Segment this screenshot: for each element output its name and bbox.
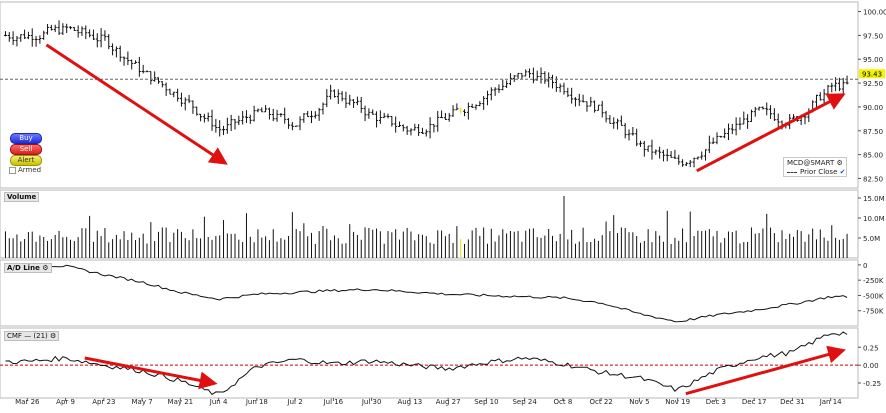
- ad-line-panel-title: A/D Line ⚙: [4, 263, 52, 273]
- x-tick-label: Jul 16: [323, 398, 344, 406]
- trend-arrow: [45, 43, 228, 165]
- last-price-label-bg: [859, 69, 885, 79]
- price-y-tick-label: 82.50: [863, 175, 883, 183]
- x-tick-label: Sep 24: [512, 398, 537, 406]
- cmf-panel-frame: [0, 327, 859, 399]
- x-tick-label: Apr 9: [56, 398, 75, 406]
- x-tick-label: Oct 8: [553, 398, 572, 406]
- x-tick-label: Dec 31: [780, 398, 805, 406]
- x-tick-label: Jul 30: [361, 398, 382, 406]
- buy-button[interactable]: Buy: [10, 133, 42, 144]
- cmf-y-tick-label: -0.25: [863, 380, 881, 388]
- checkmark-icon[interactable]: ✔: [839, 168, 846, 176]
- x-tick-label: May 7: [132, 398, 153, 406]
- legend-prior-close: Prior Close: [800, 168, 838, 176]
- legend-symbol-row: MCD@SMART ⚙: [787, 159, 843, 168]
- ad-y-tick-label: -750K: [863, 308, 884, 316]
- x-tick-label: Nov 19: [665, 398, 690, 406]
- legend-symbol: MCD@SMART: [787, 159, 835, 167]
- ad-line-title-text: A/D Line: [7, 264, 40, 272]
- cmf-panel-title: CMF — (21) ⚙: [4, 331, 60, 341]
- gear-icon[interactable]: ⚙: [836, 159, 843, 167]
- volume-bars: [4, 196, 848, 258]
- sell-button[interactable]: Sell: [10, 144, 42, 155]
- x-tick-label: Nov 5: [629, 398, 649, 406]
- gear-icon[interactable]: ⚙: [42, 264, 49, 272]
- trend-arrow: [696, 93, 846, 173]
- x-tick-label: Oct 22: [590, 398, 613, 406]
- armed-label: Armed: [18, 166, 42, 174]
- ad-y-tick-label: 0: [863, 262, 867, 270]
- x-tick-label: Dec 3: [706, 398, 726, 406]
- volume-y-tick-label: 5.0M: [863, 235, 880, 243]
- x-tick-label: Jun 4: [209, 398, 228, 406]
- price-panel-frame: [0, 1, 859, 189]
- cmf-y-tick-label: 0.25: [863, 344, 879, 352]
- x-tick-label: Aug 27: [436, 398, 461, 406]
- x-tick-label: Jun 18: [245, 398, 268, 406]
- trend-arrow: [84, 356, 218, 390]
- x-tick-label: May 21: [168, 398, 194, 406]
- ad-y-tick-label: -250K: [863, 277, 884, 285]
- armed-toggle[interactable]: Armed: [9, 166, 41, 174]
- x-tick-label: Sep 10: [474, 398, 498, 406]
- price-y-tick-label: 97.50: [863, 32, 883, 40]
- cmf-y-tick-label: 0.00: [863, 362, 879, 370]
- volume-y-tick-label: 15.0M: [863, 195, 885, 203]
- cmf-legend-period: (21): [33, 332, 48, 340]
- price-y-tick-label: 90.00: [863, 104, 883, 112]
- cmf-series: [5, 331, 848, 396]
- legend-prior-close-row: Prior Close ✔: [787, 168, 846, 177]
- price-y-tick-label: 92.50: [863, 80, 883, 88]
- x-tick-label: Jan 14: [819, 398, 842, 406]
- x-tick-label: Dec 17: [742, 398, 767, 406]
- price-bars: [3, 20, 849, 168]
- price-y-tick-label: 85.00: [863, 152, 883, 160]
- volume-y-tick-label: 10.0M: [863, 215, 885, 223]
- cmf-title-text: CMF: [7, 332, 22, 340]
- ad-y-tick-label: -500K: [863, 292, 884, 300]
- armed-checkbox[interactable]: [9, 166, 16, 174]
- volume-panel-title: Volume: [4, 192, 40, 202]
- price-legend: MCD@SMART ⚙ Prior Close ✔: [783, 157, 847, 177]
- gear-icon[interactable]: ⚙: [50, 332, 57, 340]
- x-tick-label: Aug 13: [397, 398, 422, 406]
- dashed-line-icon: [787, 171, 797, 173]
- x-tick-label: Jul 2: [287, 398, 303, 406]
- price-y-tick-label: 87.50: [863, 128, 883, 136]
- vol-panel-frame: [0, 189, 859, 259]
- x-tick-label: Apr 23: [92, 398, 115, 406]
- last-price-label: 93.43: [862, 71, 882, 79]
- x-tick-label: Mar 26: [15, 398, 40, 406]
- trend-arrow: [685, 345, 846, 396]
- ad-line-series: [5, 263, 848, 323]
- alert-button[interactable]: Alert: [10, 155, 42, 166]
- price-y-tick-label: 100.00: [863, 9, 886, 17]
- price-y-tick-label: 95.00: [863, 56, 883, 64]
